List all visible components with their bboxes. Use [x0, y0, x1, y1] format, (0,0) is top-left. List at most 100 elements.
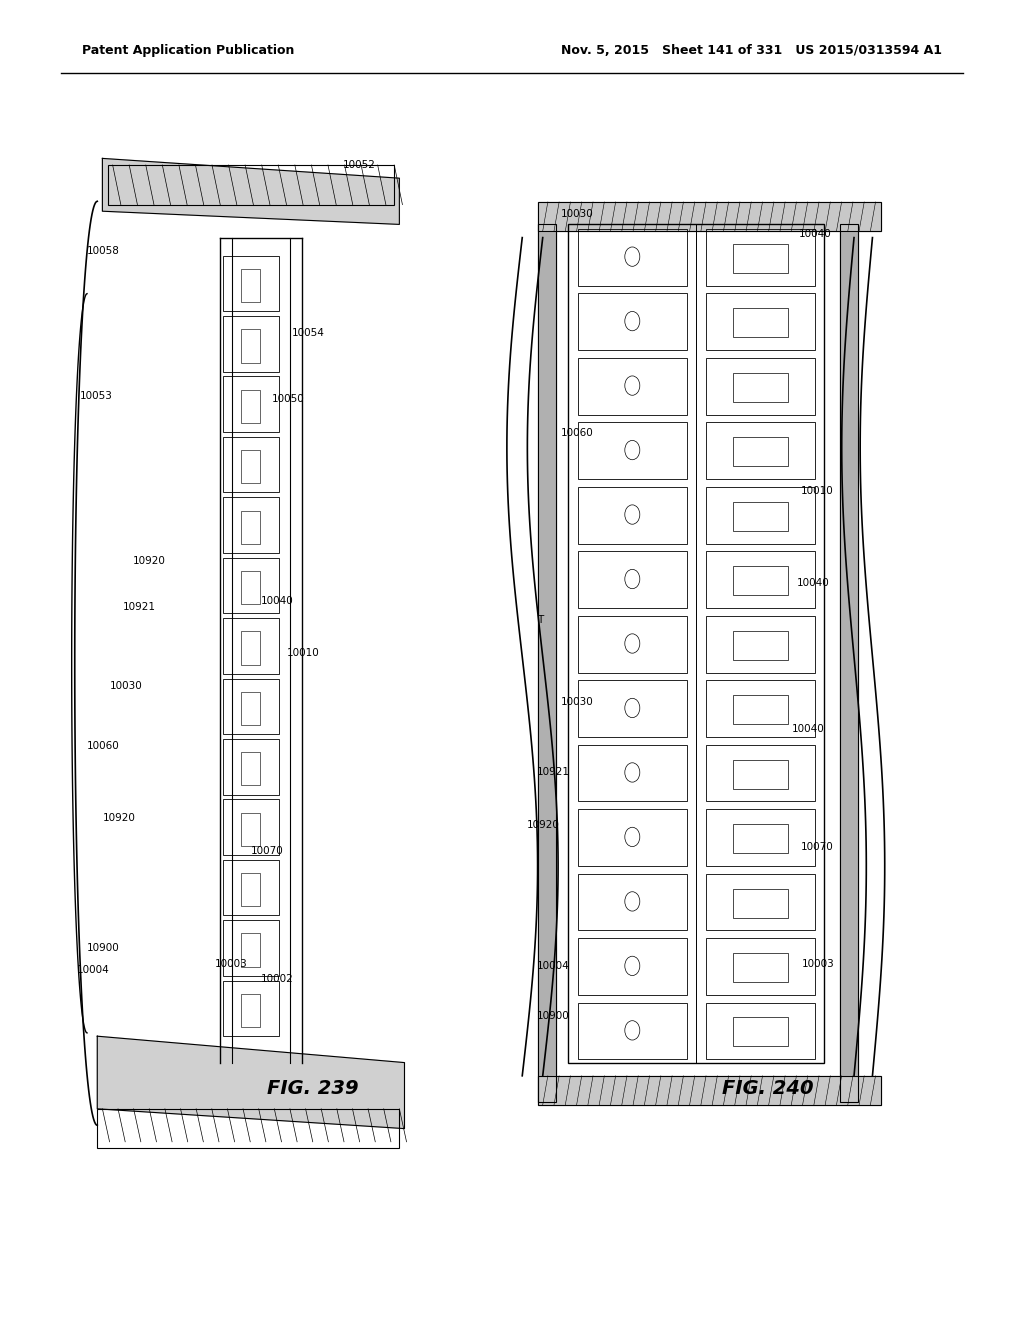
Bar [223, 859, 279, 915]
Bar [223, 315, 279, 372]
Text: FIG. 240: FIG. 240 [722, 1080, 814, 1098]
Bar [706, 615, 815, 672]
Bar [578, 615, 687, 672]
Bar [242, 269, 260, 302]
Bar [108, 165, 394, 205]
Bar [578, 487, 687, 544]
Bar [538, 202, 881, 231]
Text: 10060: 10060 [561, 428, 594, 438]
Bar [733, 824, 787, 853]
Text: 10004: 10004 [77, 965, 110, 975]
Bar [840, 224, 858, 1102]
Text: 10003: 10003 [215, 958, 248, 969]
Text: 10070: 10070 [801, 842, 834, 853]
Bar [578, 744, 687, 801]
Bar [223, 981, 279, 1036]
Bar [706, 939, 815, 995]
Text: 10058: 10058 [87, 246, 120, 256]
Text: 10003: 10003 [802, 958, 835, 969]
Bar [733, 566, 787, 595]
Bar [706, 874, 815, 931]
Bar [242, 752, 260, 785]
Bar [706, 487, 815, 544]
Bar [242, 873, 260, 907]
Text: 10070: 10070 [251, 846, 284, 857]
Bar [242, 692, 260, 725]
Bar [578, 552, 687, 609]
Bar [242, 631, 260, 665]
Bar [538, 224, 556, 1102]
Text: 10921: 10921 [537, 767, 569, 777]
Text: 10060: 10060 [87, 741, 120, 751]
Bar [733, 372, 787, 401]
Bar [242, 994, 260, 1027]
Bar [242, 933, 260, 966]
Bar [706, 809, 815, 866]
Text: 10002: 10002 [261, 974, 294, 985]
Bar [538, 1076, 881, 1105]
Bar [223, 256, 279, 312]
Bar [578, 422, 687, 479]
Bar [223, 800, 279, 855]
Bar [538, 202, 881, 231]
Bar [538, 224, 556, 1102]
Text: 10053: 10053 [80, 391, 113, 401]
Bar [223, 618, 279, 673]
Bar [242, 572, 260, 605]
Text: 10030: 10030 [110, 681, 142, 692]
Bar [578, 680, 687, 737]
Bar [706, 744, 815, 801]
Text: 10920: 10920 [102, 813, 135, 824]
Text: 10030: 10030 [561, 209, 594, 219]
Bar [242, 329, 260, 363]
Bar [733, 888, 787, 917]
Text: T: T [537, 615, 543, 626]
Bar [733, 696, 787, 725]
Bar [568, 224, 824, 1063]
Bar [706, 422, 815, 479]
Text: Patent Application Publication: Patent Application Publication [82, 44, 294, 57]
Text: 10030: 10030 [561, 697, 594, 708]
Bar [242, 813, 260, 846]
Text: 10900: 10900 [87, 942, 120, 953]
Bar [578, 874, 687, 931]
Polygon shape [102, 158, 399, 224]
Bar [733, 759, 787, 788]
Text: 10040: 10040 [261, 595, 294, 606]
Bar [733, 502, 787, 531]
Bar [578, 809, 687, 866]
Bar [733, 437, 787, 466]
Text: 10921: 10921 [123, 602, 156, 612]
Bar [223, 678, 279, 734]
Bar [706, 293, 815, 350]
Bar [578, 228, 687, 285]
Text: 10010: 10010 [287, 648, 319, 659]
Bar [578, 1003, 687, 1060]
Bar [242, 511, 260, 544]
Text: 10050: 10050 [271, 393, 304, 404]
Bar [223, 739, 279, 795]
Text: 10040: 10040 [797, 578, 829, 589]
Bar [733, 244, 787, 273]
Bar [97, 1109, 399, 1148]
Bar [223, 437, 279, 492]
Bar [733, 1018, 787, 1047]
Bar [223, 558, 279, 614]
Bar [706, 1003, 815, 1060]
Polygon shape [97, 1036, 404, 1129]
Bar [706, 680, 815, 737]
Bar [223, 376, 279, 432]
Text: 10040: 10040 [792, 723, 824, 734]
Text: 10040: 10040 [799, 228, 831, 239]
Text: 10920: 10920 [526, 820, 559, 830]
Bar [733, 631, 787, 660]
Bar [706, 552, 815, 609]
Bar [223, 498, 279, 553]
Bar [223, 920, 279, 975]
Bar [242, 389, 260, 422]
Bar [840, 224, 858, 1102]
Text: 10010: 10010 [801, 486, 834, 496]
Text: 10052: 10052 [343, 160, 376, 170]
Text: FIG. 239: FIG. 239 [266, 1080, 358, 1098]
Bar [706, 358, 815, 414]
